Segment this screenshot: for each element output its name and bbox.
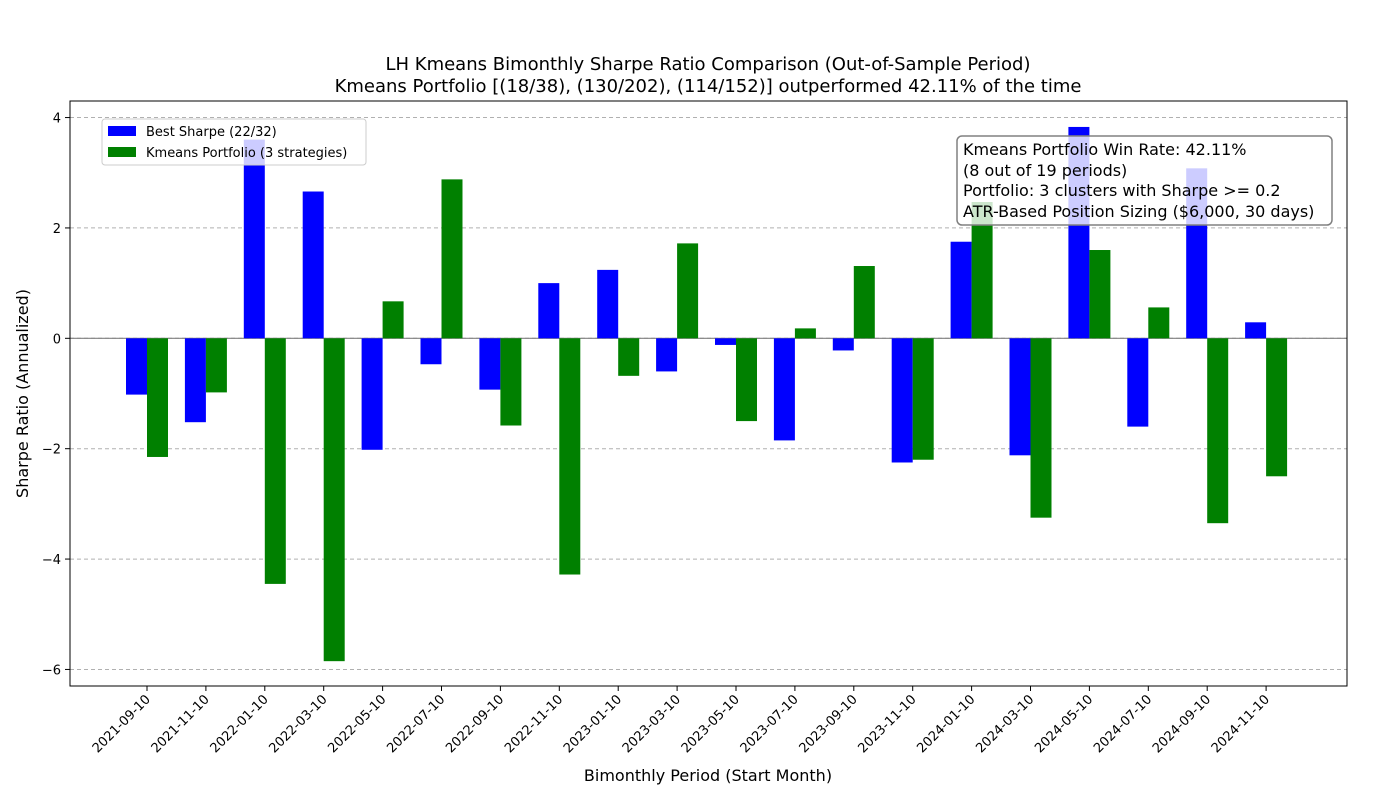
bars bbox=[126, 126, 1288, 662]
kmeans-portfolio-bar bbox=[912, 338, 934, 460]
legend-label-kmeans-portfolio: Kmeans Portfolio (3 strategies) bbox=[146, 146, 347, 161]
kmeans-portfolio-bar bbox=[853, 266, 875, 339]
kmeans-portfolio-bar bbox=[264, 338, 286, 584]
plot-frame bbox=[69, 100, 1348, 687]
chart-title: LH Kmeans Bimonthly Sharpe Ratio Compari… bbox=[385, 54, 1030, 75]
best-sharpe-bar bbox=[597, 269, 619, 339]
best-sharpe-bar bbox=[1127, 338, 1149, 427]
kmeans-portfolio-bar bbox=[441, 179, 463, 339]
best-sharpe-bar bbox=[1245, 322, 1267, 339]
legend: Best Sharpe (22/32) Kmeans Portfolio (3 … bbox=[101, 118, 367, 166]
best-sharpe-bar bbox=[891, 338, 913, 463]
legend-swatch-best-sharpe bbox=[108, 126, 136, 136]
best-sharpe-bar bbox=[832, 338, 854, 351]
annotation-line-sizing: ATR-Based Position Sizing ($6,000, 30 da… bbox=[963, 202, 1314, 221]
kmeans-portfolio-bar bbox=[147, 338, 168, 457]
chart-subtitle: Kmeans Portfolio [(18/38), (130/202), (1… bbox=[335, 76, 1082, 97]
kmeans-portfolio-bar bbox=[1148, 307, 1170, 339]
best-sharpe-bar bbox=[656, 338, 678, 372]
annotation-line-portfolio: Portfolio: 3 clusters with Sharpe >= 0.2 bbox=[963, 181, 1281, 200]
win-rate-annotation: Kmeans Portfolio Win Rate: 42.11% (8 out… bbox=[956, 135, 1333, 226]
best-sharpe-bar bbox=[184, 338, 206, 423]
kmeans-portfolio-bar bbox=[382, 301, 404, 339]
y-tick-label: 0 bbox=[53, 332, 61, 347]
best-sharpe-bar bbox=[1009, 338, 1031, 456]
best-sharpe-bar bbox=[302, 191, 324, 339]
best-sharpe-bar bbox=[950, 241, 972, 339]
annotation-line-periods: (8 out of 19 periods) bbox=[963, 161, 1127, 180]
kmeans-portfolio-bar bbox=[1030, 338, 1052, 518]
annotation-line-win-rate: Kmeans Portfolio Win Rate: 42.11% bbox=[963, 140, 1247, 159]
y-axis-label: Sharpe Ratio (Annualized) bbox=[13, 289, 32, 498]
legend-swatch-kmeans-portfolio bbox=[108, 147, 136, 157]
best-sharpe-bar bbox=[773, 338, 795, 441]
y-tick-label: 4 bbox=[53, 112, 61, 127]
best-sharpe-bar bbox=[361, 338, 383, 450]
best-sharpe-bar bbox=[479, 338, 501, 390]
x-axis-label: Bimonthly Period (Start Month) bbox=[584, 766, 832, 785]
kmeans-portfolio-bar bbox=[323, 338, 345, 662]
kmeans-portfolio-bar bbox=[559, 338, 581, 575]
kmeans-portfolio-bar bbox=[736, 338, 757, 422]
best-sharpe-bar bbox=[126, 338, 147, 395]
legend-label-best-sharpe: Best Sharpe (22/32) bbox=[146, 125, 277, 140]
y-tick-label: −4 bbox=[42, 553, 61, 568]
best-sharpe-bar bbox=[538, 283, 560, 339]
annotation-box bbox=[956, 135, 1333, 226]
y-axis-ticks: −6 −4 −2 0 2 4 bbox=[42, 112, 70, 678]
kmeans-portfolio-bar bbox=[205, 338, 227, 393]
y-tick-label: −2 bbox=[42, 443, 61, 458]
kmeans-portfolio-bar bbox=[1089, 250, 1111, 339]
best-sharpe-bar bbox=[420, 338, 442, 365]
kmeans-portfolio-bar bbox=[1207, 338, 1229, 524]
legend-box bbox=[101, 118, 367, 166]
best-sharpe-bar bbox=[715, 338, 736, 345]
best-sharpe-bar bbox=[243, 139, 265, 339]
kmeans-portfolio-bar bbox=[618, 338, 640, 376]
y-tick-label: 2 bbox=[53, 222, 61, 237]
kmeans-portfolio-bar bbox=[1266, 338, 1288, 477]
y-tick-label: −6 bbox=[42, 663, 61, 678]
kmeans-portfolio-bar bbox=[794, 328, 816, 339]
kmeans-portfolio-bar bbox=[500, 338, 522, 426]
kmeans-portfolio-bar bbox=[971, 201, 993, 339]
kmeans-portfolio-bar bbox=[677, 243, 699, 339]
